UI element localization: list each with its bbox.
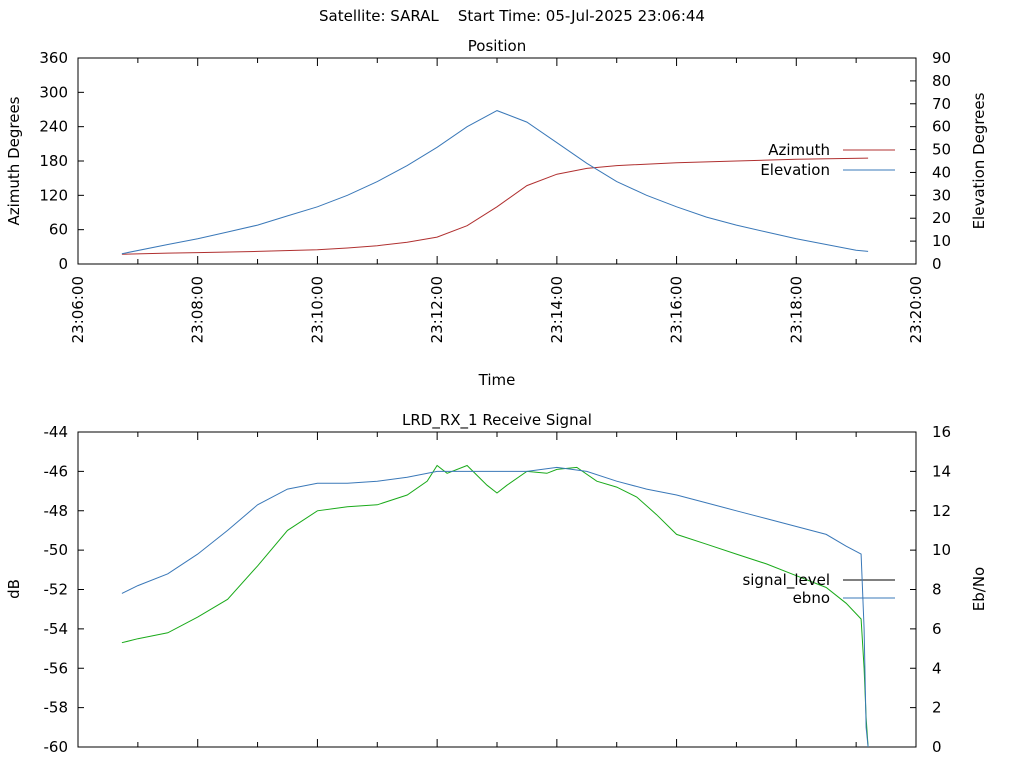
signal-y2-tick-label: 6 xyxy=(932,620,942,638)
signal-y2-tick-label: 14 xyxy=(932,462,951,480)
position-series-line-azimuth xyxy=(121,157,869,255)
position-x-tick-label: 23:14:00 xyxy=(548,276,566,343)
signal-series-line-signal-level xyxy=(121,464,869,748)
position-legend-label-elevation: Elevation xyxy=(760,161,830,179)
signal-series-line-ebno xyxy=(121,466,869,748)
position-x-tick-label: 23:16:00 xyxy=(668,276,686,343)
position-title: Position xyxy=(468,37,526,55)
signal-plot-frame xyxy=(77,431,917,748)
position-x-tick-label: 23:06:00 xyxy=(69,276,87,343)
chart-header: Satellite: SARAL Start Time: 05-Jul-2025… xyxy=(0,7,1024,25)
signal-y2-tick-label: 8 xyxy=(932,581,942,599)
position-y-tick-label: 300 xyxy=(39,83,68,101)
position-series-line-elevation xyxy=(121,110,869,255)
signal-legend-label-ebno: ebno xyxy=(793,589,830,607)
position-x-tick-label: 23:08:00 xyxy=(189,276,207,343)
position-y2-tick-label: 0 xyxy=(932,255,942,273)
position-y2-tick-label: 30 xyxy=(932,186,951,204)
position-y-tick-label: 120 xyxy=(39,186,68,204)
position-y-tick-label: 360 xyxy=(39,49,68,67)
signal-y2-tick-label: 0 xyxy=(932,738,942,756)
signal-y-tick-label: -56 xyxy=(44,659,69,677)
position-y-tick-label: 60 xyxy=(49,221,68,239)
signal-y-tick-label: -52 xyxy=(44,581,69,599)
position-x-tick-label: 23:18:00 xyxy=(787,276,805,343)
signal-y-tick-label: -50 xyxy=(44,541,69,559)
signal-y-tick-label: -54 xyxy=(44,620,69,638)
position-y2-tick-label: 10 xyxy=(932,232,951,250)
signal-y2-tick-label: 10 xyxy=(932,541,951,559)
position-y2-tick-label: 80 xyxy=(932,72,951,90)
signal-y2-tick-label: 12 xyxy=(932,502,951,520)
satellite-name: Satellite: SARAL xyxy=(319,7,439,25)
signal-y2-tick-label: 4 xyxy=(932,659,942,677)
position-x-tick-label: 23:12:00 xyxy=(428,276,446,343)
position-x-tick-label: 23:10:00 xyxy=(308,276,326,343)
position-y-tick-label: 0 xyxy=(58,255,68,273)
signal-y-tick-label: -58 xyxy=(44,699,69,717)
position-y2-axis-label: Elevation Degrees xyxy=(970,92,988,229)
position-y2-tick-label: 40 xyxy=(932,163,951,181)
position-y2-tick-label: 60 xyxy=(932,118,951,136)
signal-y-tick-label: -46 xyxy=(44,462,69,480)
position-y-tick-label: 240 xyxy=(39,118,68,136)
signal-y2-tick-label: 16 xyxy=(932,423,951,441)
start-time: Start Time: 05-Jul-2025 23:06:44 xyxy=(457,7,705,25)
signal-legend-label-signal-level: signal_level xyxy=(742,571,830,590)
position-panel: Position Time Azimuth Degrees Elevation … xyxy=(5,37,988,389)
position-y2-tick-label: 20 xyxy=(932,209,951,227)
position-y-tick-label: 180 xyxy=(39,152,68,170)
signal-y-tick-label: -60 xyxy=(44,738,69,756)
signal-y-axis-label: dB xyxy=(5,579,23,599)
signal-y2-tick-label: 2 xyxy=(932,699,942,717)
position-y-axis-label: Azimuth Degrees xyxy=(5,96,23,225)
position-y2-tick-label: 50 xyxy=(932,141,951,159)
receive-signal-panel: LRD_RX_1 Receive Signal dB Eb/No -60 -58 -… xyxy=(5,411,988,756)
position-y2-tick-label: 70 xyxy=(932,95,951,113)
signal-y-tick-label: -48 xyxy=(44,502,69,520)
signal-y2-axis-label: Eb/No xyxy=(970,567,988,611)
signal-title: LRD_RX_1 Receive Signal xyxy=(402,411,592,430)
position-x-axis-label: Time xyxy=(478,371,516,389)
signal-y-tick-label: -44 xyxy=(44,423,69,441)
position-legend-label-azimuth: Azimuth xyxy=(768,141,830,159)
position-x-tick-label: 23:20:00 xyxy=(907,276,925,343)
position-y2-tick-label: 90 xyxy=(932,49,951,67)
